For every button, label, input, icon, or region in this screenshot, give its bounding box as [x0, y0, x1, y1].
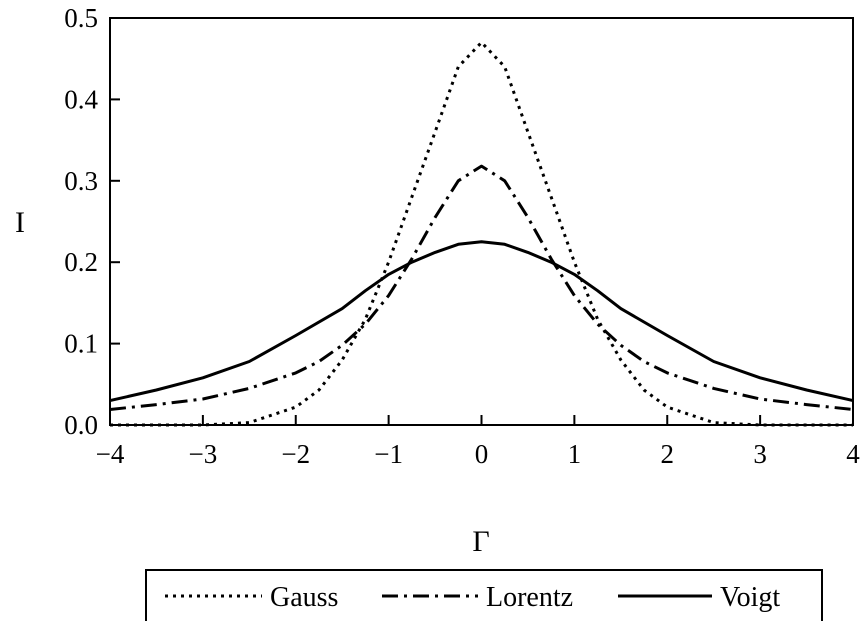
legend-label-gauss: Gauss	[270, 582, 338, 613]
series-line-lorentz	[109, 164, 854, 411]
x-tick-label: 1	[568, 439, 582, 469]
x-tick-label: 3	[753, 439, 767, 469]
ticks-layer: −4 −3 −2 −1 0 1 2 3 4 0.0 0.1 0.2 0.3 0.4 0.5	[64, 3, 860, 469]
y-tick-label: 0.4	[64, 84, 98, 114]
x-tick-label: −3	[189, 439, 218, 469]
x-tick-label: −2	[281, 439, 310, 469]
y-tick-label: 0.1	[64, 329, 98, 359]
y-tick-label: 0.5	[64, 3, 98, 33]
series-line-gauss	[110, 40, 853, 427]
x-tick-label: 2	[661, 439, 675, 469]
x-tick-label: −4	[96, 439, 125, 469]
series-line-voigt	[109, 240, 854, 403]
y-axis-title: I	[15, 206, 25, 239]
x-tick-label: 4	[846, 439, 860, 469]
legend-frame	[145, 569, 823, 621]
y-tick-label: 0.0	[64, 410, 98, 440]
x-tick-label: 0	[475, 439, 489, 469]
plot-frame	[109, 17, 854, 426]
series-layer	[109, 40, 854, 427]
y-tick-label: 0.2	[64, 247, 98, 277]
y-tick-label: 0.3	[64, 166, 98, 196]
legend-label-lorentz: Lorentz	[486, 582, 573, 613]
x-tick-label: −1	[374, 439, 403, 469]
x-axis-title: Γ	[472, 525, 489, 558]
legend: Gauss Lorentz Voigt	[145, 569, 823, 621]
legend-label-voigt: Voigt	[720, 582, 780, 613]
